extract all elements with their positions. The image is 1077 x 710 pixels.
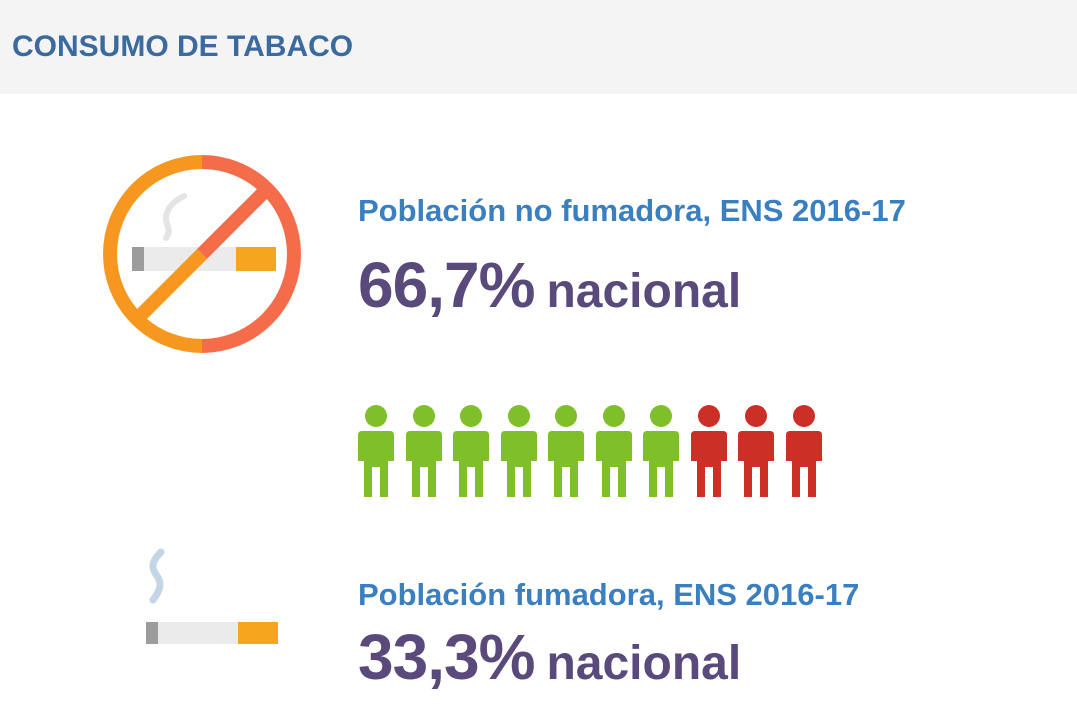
page-header: CONSUMO DE TABACO	[0, 0, 1077, 94]
smoker-person-icon	[785, 405, 822, 497]
cigarette-icon	[143, 548, 283, 648]
smoker-person-icon	[690, 405, 727, 497]
smokers-percent: 33,3%	[358, 621, 535, 693]
non-smoker-person-icon	[548, 405, 584, 497]
non-smoker-person-icon	[405, 405, 442, 497]
people-pictogram	[358, 405, 838, 500]
non-smoker-person-icon	[453, 405, 489, 497]
no-smoking-icon	[102, 154, 302, 354]
smokers-value: 33,3% nacional	[358, 620, 741, 694]
non-smoker-person-icon	[500, 405, 537, 497]
non-smoker-person-icon	[358, 405, 394, 497]
non-smoker-person-icon	[643, 405, 679, 497]
smoker-person-icon	[738, 405, 774, 497]
non-smokers-value: 66,7% nacional	[358, 248, 741, 322]
page-title: CONSUMO DE TABACO	[12, 30, 354, 63]
smokers-label: Población fumadora, ENS 2016-17	[358, 577, 860, 612]
smokers-unit: nacional	[546, 637, 742, 690]
non-smokers-unit: nacional	[546, 265, 742, 318]
non-smokers-percent: 66,7%	[358, 249, 535, 321]
non-smoker-person-icon	[595, 405, 632, 497]
non-smokers-label: Población no fumadora, ENS 2016-17	[358, 193, 906, 228]
